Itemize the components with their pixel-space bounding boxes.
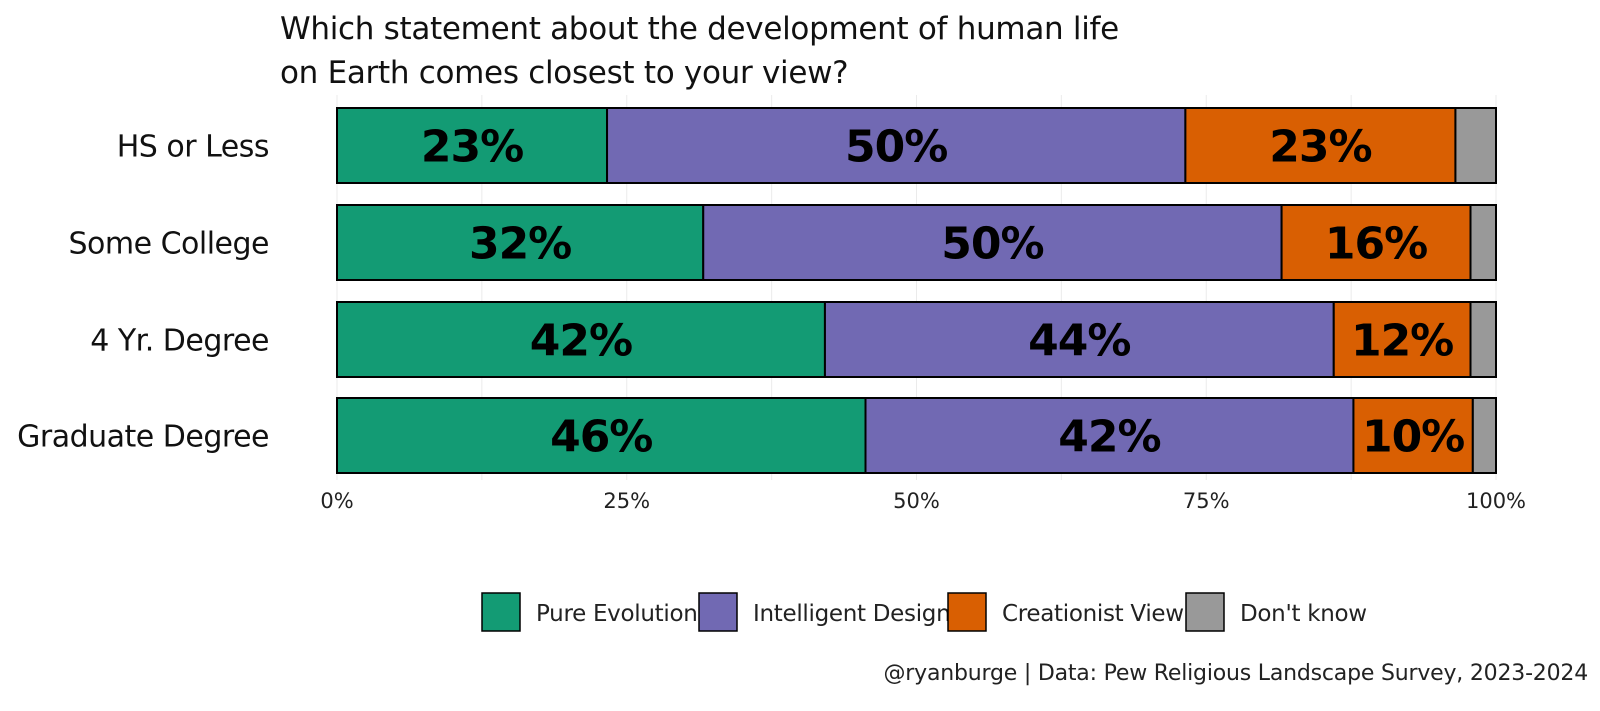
bar-segment xyxy=(864,397,1355,474)
legend-swatch xyxy=(1185,592,1225,632)
bar-segment xyxy=(1469,301,1497,378)
x-tick-label: 75% xyxy=(1183,489,1230,513)
bars-group: 23% 50% 23% 32% 50% 16% 42% 44% 12% 46% 42% 10% xyxy=(336,107,1498,474)
legend-swatch xyxy=(481,592,521,632)
bar-segment xyxy=(1471,397,1497,474)
category-labels: HS or Less Some College 4 Yr. Degree Gradua… xyxy=(17,130,269,455)
bar-segment xyxy=(1469,204,1497,281)
category-label: Some College xyxy=(68,227,269,262)
bar-segment xyxy=(336,204,705,281)
data-label: 50% xyxy=(845,122,947,173)
category-label: HS or Less xyxy=(117,130,269,165)
bar-segment xyxy=(1280,204,1472,281)
legend-label: Creationist View xyxy=(1002,601,1184,627)
chart-title-line-1: Which statement about the development of… xyxy=(280,11,1119,47)
x-tick-label: 0% xyxy=(320,489,353,513)
data-label: 44% xyxy=(1028,316,1130,367)
bar-segment xyxy=(336,397,867,474)
category-label: 4 Yr. Degree xyxy=(90,324,269,359)
bar-segment xyxy=(336,107,609,184)
legend-swatch xyxy=(947,592,987,632)
category-label: Graduate Degree xyxy=(17,420,269,455)
x-tick-label: 100% xyxy=(1466,489,1526,513)
legend-label: Pure Evolution xyxy=(536,601,698,627)
data-label: 46% xyxy=(550,412,652,463)
legend-label: Intelligent Design xyxy=(753,601,950,627)
data-label: 12% xyxy=(1351,316,1453,367)
data-label: 10% xyxy=(1362,412,1464,463)
chart-title-line-2: on Earth comes closest to your view? xyxy=(280,55,848,91)
legend: Pure Evolution Intelligent Design Creation… xyxy=(481,592,1367,632)
data-label: 42% xyxy=(1058,412,1160,463)
x-axis-ticks: 0% 25% 50% 75% 100% xyxy=(320,489,1526,513)
data-label: 23% xyxy=(1269,122,1371,173)
source-caption: @ryanburge | Data: Pew Religious Landsca… xyxy=(884,661,1589,686)
bar-segment xyxy=(702,204,1283,281)
bar-segment xyxy=(1454,107,1498,184)
data-label: 50% xyxy=(941,219,1043,270)
data-label: 42% xyxy=(530,316,632,367)
legend-label: Don't know xyxy=(1240,601,1367,627)
data-label: 23% xyxy=(421,122,523,173)
x-tick-label: 25% xyxy=(603,489,650,513)
x-tick-label: 50% xyxy=(893,489,940,513)
bar-segment xyxy=(1332,301,1472,378)
data-label: 32% xyxy=(469,219,571,270)
data-label: 16% xyxy=(1325,219,1427,270)
bar-segment xyxy=(1184,107,1457,184)
bar-segment xyxy=(1352,397,1474,474)
legend-swatch xyxy=(698,592,738,632)
bar-segment xyxy=(823,301,1335,378)
